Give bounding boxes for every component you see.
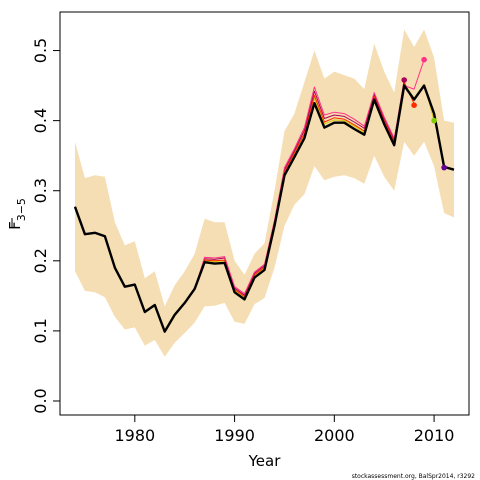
y-tick-label: 0.5 (31, 38, 50, 63)
x-tick-label: 2010 (414, 426, 455, 445)
x-tick-label: 2000 (314, 426, 355, 445)
y-tick-label: 0.4 (31, 108, 50, 133)
series-end-marker-0 (401, 77, 408, 83)
series-end-marker-1 (411, 102, 417, 108)
x-tick-label: 1990 (214, 426, 255, 445)
y-tick-label: 0.1 (31, 318, 50, 343)
y-axis-title-main: F (6, 221, 24, 230)
y-axis-title: F3−5 (6, 198, 28, 230)
credit-text: stockassessment.org, BalSpr2014, r3292 (352, 473, 475, 480)
axes: 1980 1990 2000 2010 0.0 0.1 0.2 0.3 0.4 0.5 (31, 38, 454, 445)
series-end-marker-2 (421, 56, 427, 63)
x-axis-title: Year (248, 452, 282, 470)
series-line-0 (73, 84, 455, 333)
plot-frame (59, 11, 470, 416)
y-tick-label: 0.0 (31, 388, 50, 413)
series-end-marker-3 (431, 117, 437, 124)
y-axis-title-sub: 3−5 (15, 198, 28, 221)
y-tick-label: 0.3 (31, 178, 50, 203)
y-tick-label: 0.2 (31, 248, 50, 273)
series-end-marker-4 (441, 164, 447, 171)
svg-text:F3−5: F3−5 (6, 198, 28, 230)
x-tick-label: 1980 (114, 426, 155, 445)
plot-area (73, 29, 455, 357)
confidence-band (75, 29, 454, 357)
